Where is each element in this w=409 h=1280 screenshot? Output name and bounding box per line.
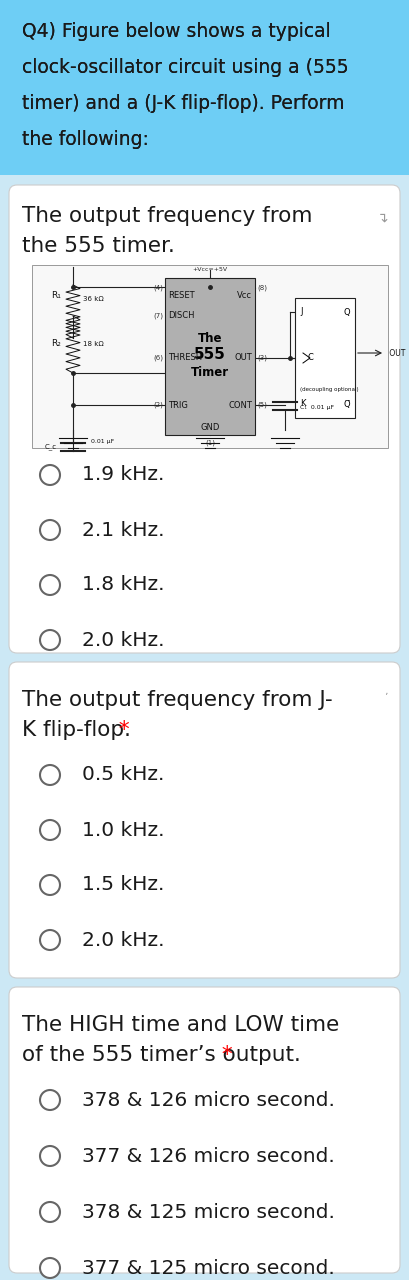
Text: RESET: RESET (168, 292, 195, 301)
Text: The HIGH time and LOW time: The HIGH time and LOW time (22, 1015, 339, 1036)
Text: (7): (7) (153, 312, 163, 319)
Text: TRIG: TRIG (168, 401, 188, 410)
Circle shape (40, 1146, 60, 1166)
Text: 36 kΩ: 36 kΩ (83, 296, 104, 302)
Circle shape (40, 765, 60, 785)
Text: 377 & 126 micro second.: 377 & 126 micro second. (82, 1147, 335, 1166)
Circle shape (40, 465, 60, 485)
Text: *: * (112, 719, 130, 740)
Text: 377 & 125 micro second.: 377 & 125 micro second. (82, 1258, 335, 1277)
Circle shape (40, 820, 60, 840)
Text: *: * (215, 1044, 233, 1065)
Text: (decoupling optional): (decoupling optional) (300, 387, 359, 392)
Text: 2.1 kHz.: 2.1 kHz. (82, 521, 164, 539)
Text: Q̅: Q̅ (344, 399, 350, 408)
FancyBboxPatch shape (0, 0, 409, 175)
FancyBboxPatch shape (9, 662, 400, 978)
Text: C_c: C_c (45, 444, 57, 451)
Text: OUT: OUT (387, 348, 405, 357)
Text: ʼ: ʼ (384, 692, 388, 701)
Circle shape (40, 931, 60, 950)
Text: 0.5 kHz.: 0.5 kHz. (82, 765, 164, 785)
FancyBboxPatch shape (165, 278, 255, 435)
Text: timer) and a (J-K flip-flop). Perform: timer) and a (J-K flip-flop). Perform (22, 93, 344, 113)
Text: K: K (300, 399, 306, 408)
Text: clock-oscillator circuit using a (555: clock-oscillator circuit using a (555 (22, 58, 348, 77)
Text: 1.0 kHz.: 1.0 kHz. (82, 820, 164, 840)
Text: 0.01 μF: 0.01 μF (91, 439, 114, 443)
Text: (5): (5) (257, 402, 267, 408)
Text: The: The (198, 332, 222, 346)
Text: The output frequency from: The output frequency from (22, 206, 312, 227)
FancyBboxPatch shape (32, 265, 388, 448)
Text: 378 & 125 micro second.: 378 & 125 micro second. (82, 1202, 335, 1221)
Text: clock-oscillator circuit using a (555: clock-oscillator circuit using a (555 (22, 58, 348, 77)
Text: C₁  0.01 μF: C₁ 0.01 μF (300, 404, 334, 410)
Circle shape (40, 520, 60, 540)
Text: J: J (300, 307, 303, 316)
Circle shape (40, 1258, 60, 1277)
Circle shape (40, 1202, 60, 1222)
Text: C: C (307, 353, 313, 362)
Text: +Vcc=+5V: +Vcc=+5V (193, 268, 227, 271)
Text: (6): (6) (153, 355, 163, 361)
Text: OUT: OUT (234, 353, 252, 362)
Circle shape (40, 630, 60, 650)
FancyBboxPatch shape (295, 298, 355, 419)
Text: THRESH: THRESH (168, 353, 202, 362)
FancyBboxPatch shape (9, 987, 400, 1274)
Text: CONT: CONT (228, 401, 252, 410)
Text: 2.0 kHz.: 2.0 kHz. (82, 631, 164, 649)
Text: (8): (8) (257, 284, 267, 292)
Text: of the 555 timer’s output.: of the 555 timer’s output. (22, 1044, 301, 1065)
Text: Q: Q (344, 307, 350, 316)
FancyBboxPatch shape (9, 186, 400, 653)
Text: Q4) Figure below shows a typical: Q4) Figure below shows a typical (22, 22, 331, 41)
Text: The output frequency from J-: The output frequency from J- (22, 690, 333, 710)
Text: 18 kΩ: 18 kΩ (83, 340, 104, 347)
Text: (3): (3) (257, 355, 267, 361)
Circle shape (40, 1091, 60, 1110)
Text: ↴: ↴ (376, 211, 388, 225)
Text: Vcc: Vcc (237, 292, 252, 301)
Circle shape (40, 575, 60, 595)
Text: (2): (2) (153, 402, 163, 408)
Text: DISCH: DISCH (168, 311, 195, 320)
Text: 2.0 kHz.: 2.0 kHz. (82, 931, 164, 950)
Text: 1.5 kHz.: 1.5 kHz. (82, 876, 164, 895)
Text: R₂: R₂ (51, 339, 61, 348)
Text: 1.9 kHz.: 1.9 kHz. (82, 466, 164, 485)
Text: R₁: R₁ (51, 292, 61, 301)
Text: the 555 timer.: the 555 timer. (22, 236, 175, 256)
Text: Timer: Timer (191, 366, 229, 379)
Text: timer) and a (J-K flip-flop). Perform: timer) and a (J-K flip-flop). Perform (22, 93, 344, 113)
Text: (4): (4) (153, 284, 163, 292)
Text: Q4) Figure below shows a typical: Q4) Figure below shows a typical (22, 22, 331, 41)
Text: the following:: the following: (22, 131, 149, 148)
Text: K flip-flop.: K flip-flop. (22, 719, 131, 740)
Text: the following:: the following: (22, 131, 149, 148)
Circle shape (40, 876, 60, 895)
Text: GND: GND (200, 422, 220, 431)
Text: 378 & 126 micro second.: 378 & 126 micro second. (82, 1091, 335, 1110)
Text: 1.8 kHz.: 1.8 kHz. (82, 576, 164, 594)
Text: (1): (1) (205, 440, 215, 447)
Text: 555: 555 (194, 347, 226, 362)
